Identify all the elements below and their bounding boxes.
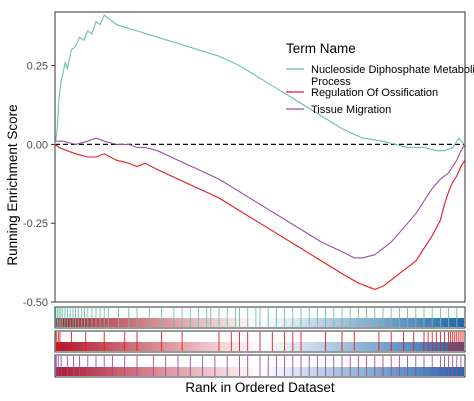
y-ticks: 0.25 0.00 -0.25 -0.50 bbox=[23, 61, 55, 309]
series-line-ossification bbox=[54, 143, 466, 290]
legend-title: Term Name bbox=[286, 41, 356, 56]
y-tick-label: 0.00 bbox=[27, 139, 48, 151]
plot-area bbox=[54, 11, 466, 303]
rug-track-ossification bbox=[54, 330, 466, 353]
y-tick-label: 0.25 bbox=[27, 61, 48, 73]
legend-entry-label: Nucleoside Diphosphate Metaboli bbox=[311, 64, 474, 76]
legend-entry-label: Regulation Of Ossification bbox=[311, 87, 438, 99]
rank-rug-tracks bbox=[54, 306, 466, 378]
legend-entries: Nucleoside Diphosphate MetaboliProcessRe… bbox=[286, 64, 474, 116]
plot-frame bbox=[54, 11, 466, 303]
legend-entry-label: Tissue Migration bbox=[311, 104, 391, 116]
rug-track-nucleoside bbox=[54, 306, 466, 329]
legend-entry-label-cont: Process bbox=[311, 76, 351, 88]
y-axis-label: Running Enrichment Score bbox=[5, 104, 20, 265]
y-tick-label: -0.25 bbox=[23, 218, 48, 230]
series-line-nucleoside bbox=[54, 14, 466, 152]
rug-track-tissue bbox=[54, 354, 466, 378]
y-axis: Running Enrichment Score 0.25 0.00 -0.25 -0… bbox=[5, 61, 55, 309]
y-tick-label: -0.50 bbox=[23, 297, 48, 309]
series-line-tissue bbox=[55, 137, 466, 259]
legend: Term Name Nucleoside Diphosphate Metabol… bbox=[286, 41, 474, 116]
x-axis-label: Rank in Ordered Dataset bbox=[185, 380, 335, 395]
series-group bbox=[54, 14, 466, 290]
